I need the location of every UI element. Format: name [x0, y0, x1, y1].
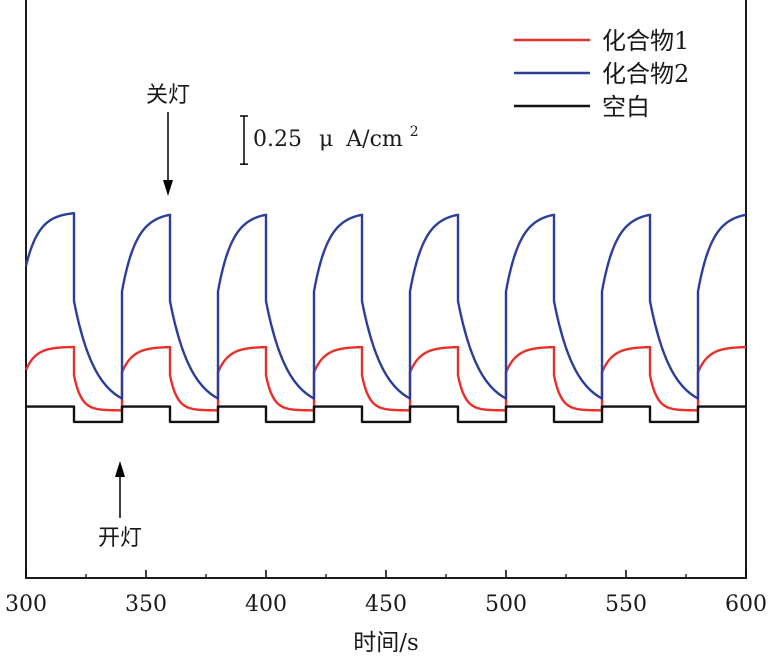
series-line-1 — [24, 345, 747, 412]
light-on-arrow-head — [115, 461, 125, 477]
x-tick-label: 550 — [605, 592, 647, 617]
x-tick-label: 350 — [125, 592, 167, 617]
legend-label: 空白 — [602, 93, 650, 121]
legend-label: 化合物1 — [602, 27, 689, 55]
x-tick-label: 450 — [365, 592, 407, 617]
series-line-3 — [26, 405, 746, 424]
x-tick-label: 300 — [5, 592, 47, 617]
x-tick-label: 600 — [725, 592, 767, 617]
scale-bar-unit-superscript: 2 — [410, 124, 419, 140]
series-line-2 — [24, 212, 747, 400]
light-on-annotation: 开灯 — [98, 461, 142, 551]
light-off-annotation: 关灯 — [146, 83, 190, 196]
scale-bar-value: 0.25 — [253, 127, 302, 152]
scale-bar: 0.25 μ A/cm 2 — [240, 115, 419, 165]
x-tick-label: 400 — [245, 592, 287, 617]
light-off-arrow-head — [163, 180, 173, 196]
light-off-label: 关灯 — [146, 83, 190, 108]
x-tick-label: 500 — [485, 592, 527, 617]
legend-label: 化合物2 — [602, 60, 689, 88]
scale-bar-unit-mu: μ — [319, 127, 333, 152]
x-axis: 300 350 400 450 500 550 600 — [5, 570, 767, 617]
scale-bar-label: 0.25 μ A/cm 2 — [253, 124, 419, 152]
legend: 化合物1 化合物2 空白 — [514, 27, 689, 121]
scale-bar-unit: A/cm — [345, 127, 403, 152]
series-group — [24, 212, 747, 424]
light-on-label: 开灯 — [98, 526, 142, 551]
x-axis-title: 时间/s — [353, 630, 419, 656]
